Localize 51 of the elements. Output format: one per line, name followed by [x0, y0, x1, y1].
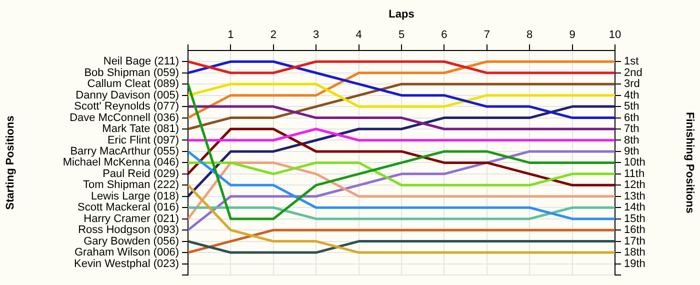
text: Barry MacArthur (055): [70, 146, 179, 158]
text: Neil Bage (211): [103, 56, 179, 68]
y-tick-label: 3rd: [624, 78, 640, 90]
y-tick-label: 14th: [624, 202, 646, 214]
y-tick-label: 19th: [624, 258, 646, 270]
text: Scott Mackeral (016): [78, 202, 179, 214]
text: Harry Cramer (021): [84, 212, 179, 225]
text: Eric Flint (097): [107, 134, 179, 146]
text: Tom Shipman (222): [83, 179, 179, 192]
x-tick-label: 6: [441, 28, 448, 41]
text: Callum Cleat (089): [87, 78, 179, 90]
text: Paul Reid (029): [102, 168, 179, 180]
y-tick-label: 16th: [624, 224, 646, 236]
y-tick-label: 15th: [624, 212, 646, 225]
text: Mark Tate (081): [102, 123, 179, 136]
text: Scott' Reynolds (077): [74, 100, 179, 113]
y-tick-label: 2nd: [624, 66, 642, 79]
x-tick-label: 5: [398, 28, 405, 41]
y-tick-label: 7th: [624, 123, 640, 136]
text: Ross Hodgson (093): [78, 224, 179, 236]
x-tick-label: 7: [484, 28, 490, 41]
text: Danny Davison (005): [76, 89, 179, 102]
y-tick-label: 8th: [624, 134, 640, 146]
x-tick-label: 10: [608, 28, 622, 41]
x-tick-label: 3: [313, 28, 320, 41]
text: Gary Bowden (056): [84, 235, 179, 248]
x-axis-title: Laps: [388, 8, 414, 21]
x-tick-label: 4: [356, 28, 362, 41]
y-tick-label: 18th: [624, 246, 646, 259]
text: Graham Wilson (006): [74, 246, 179, 259]
x-tick-label: 1: [228, 28, 234, 41]
text: Lewis Large (018): [90, 190, 179, 202]
y-tick-label: 13th: [624, 190, 646, 202]
y-axis-title: Finishing Positions: [683, 112, 696, 214]
y-tick-label: 12th: [624, 179, 646, 192]
y-tick-label: 6th: [624, 112, 640, 124]
y-tick-label: 1st: [624, 56, 639, 68]
text: Bob Shipman (059): [84, 66, 179, 79]
y-tick-label: 5th: [624, 100, 640, 113]
y-tick-label: 17th: [624, 235, 646, 248]
y-tick-label: 10th: [624, 156, 646, 169]
text: Michael McKenna (046): [62, 156, 179, 169]
x-tick-label: 2: [270, 28, 276, 41]
y-tick-label: 9th: [624, 146, 640, 158]
text: Dave McConnell (036): [70, 112, 179, 124]
y-tick-label: 4th: [624, 89, 640, 102]
x-tick-label: 8: [526, 28, 533, 41]
x-tick-label: 9: [569, 28, 576, 41]
text: Starting Positions: [4, 116, 17, 210]
text: Kevin Westphal (023): [74, 258, 179, 270]
y-tick-label: 11th: [624, 168, 645, 180]
